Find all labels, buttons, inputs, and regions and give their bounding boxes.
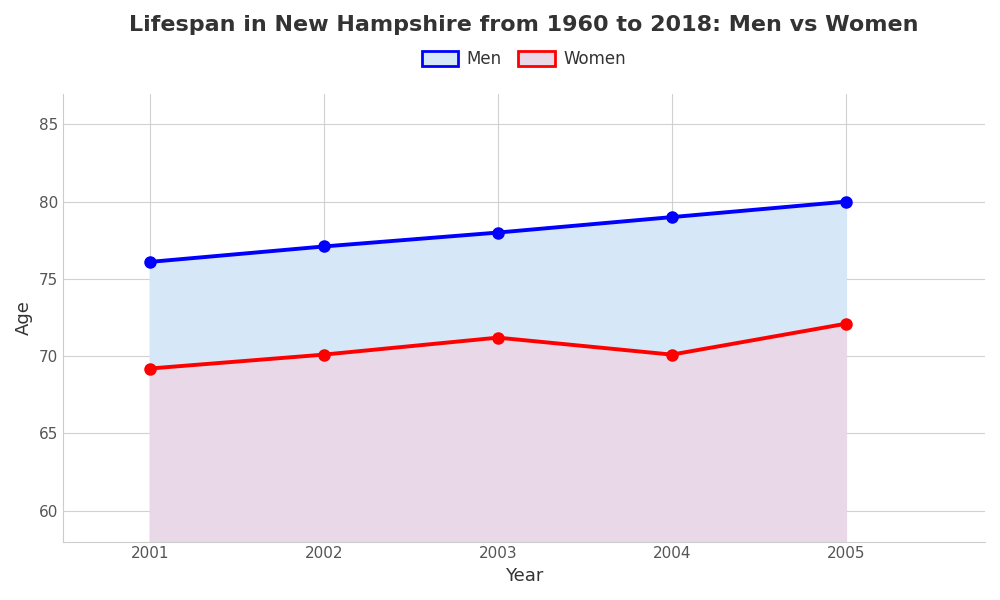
X-axis label: Year: Year bbox=[505, 567, 543, 585]
Title: Lifespan in New Hampshire from 1960 to 2018: Men vs Women: Lifespan in New Hampshire from 1960 to 2… bbox=[129, 15, 919, 35]
Legend: Men, Women: Men, Women bbox=[415, 44, 633, 75]
Y-axis label: Age: Age bbox=[15, 300, 33, 335]
